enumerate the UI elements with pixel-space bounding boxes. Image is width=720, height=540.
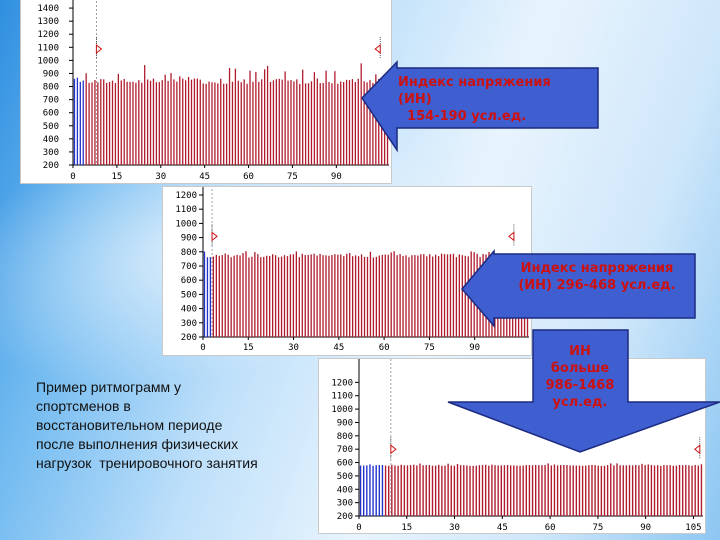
y-tick-label: 200 <box>181 333 197 343</box>
x-tick-label: 30 <box>155 172 166 182</box>
rhythmogram-chart-1: 200 300 400 500 600 700 800 900 1000 1100 1200 1300… <box>20 0 392 184</box>
y-tick-label: 800 <box>43 83 59 93</box>
y-tick-label: 500 <box>43 122 59 132</box>
x-tick-label: 60 <box>545 523 556 533</box>
y-tick-label: 1200 <box>175 191 197 201</box>
arrow-1-line-2: (ИН) <box>398 92 432 107</box>
arrow-3-line-4: усл.ед. <box>552 395 608 410</box>
x-tick-label: 105 <box>685 523 701 533</box>
start-marker-flag <box>211 231 218 242</box>
y-tick-label: 1200 <box>37 30 59 40</box>
arrow-3-line-3: 986-1468 <box>545 378 615 393</box>
y-tick-label: 1500 <box>37 0 59 1</box>
y-tick-label: 1200 <box>331 378 353 388</box>
caption-line-1: Пример ритмограмм у <box>36 379 182 395</box>
arrow-3-line-1: ИН <box>569 344 591 359</box>
arrow-1-line-1: Индекс напряжения <box>398 75 551 90</box>
x-tick-label: 90 <box>469 343 480 353</box>
x-tick-label: 60 <box>379 343 390 353</box>
y-tick-label: 300 <box>43 148 59 158</box>
y-tick-label: 700 <box>181 262 197 272</box>
y-tick-label: 800 <box>337 432 353 442</box>
rhythmogram-chart-3: 200 300 400 500 600 700 800 900 1000 1100 1200 0 15 3… <box>318 358 706 534</box>
caption-line-4: после выполнения физических <box>36 436 239 452</box>
end-marker-flag <box>374 43 381 55</box>
x-tick-label: 90 <box>640 523 651 533</box>
caption-line-2: спортсменов в <box>36 398 131 414</box>
x-tick-label: 90 <box>331 172 342 182</box>
x-tick-label: 45 <box>199 172 210 182</box>
y-tick-label: 200 <box>43 161 59 171</box>
x-tick-label: 30 <box>449 523 460 533</box>
caption-line-3: восстановительном периоде <box>36 417 223 433</box>
y-tick-label: 600 <box>337 459 353 469</box>
y-tick-label: 1400 <box>37 4 59 14</box>
y-tick-label: 800 <box>181 248 197 258</box>
rhythmogram-svg-3: 200 300 400 500 600 700 800 900 1000 1100 1200 0 15 3… <box>331 359 703 533</box>
arrow-3-line-2: больше <box>550 361 610 376</box>
y-tick-label: 1100 <box>175 205 197 215</box>
x-tick-label: 15 <box>111 172 122 182</box>
y-tick-label: 1300 <box>37 17 59 27</box>
x-tick-label: 45 <box>497 523 508 533</box>
x-tick-label: 0 <box>200 343 205 353</box>
x-tick-label: 30 <box>288 343 299 353</box>
x-tick-label: 60 <box>243 172 254 182</box>
y-tick-label: 1000 <box>37 56 59 66</box>
y-tick-label: 400 <box>337 485 353 495</box>
arrow-2-text: Индекс напряжения (ИН) 296-468 усл.ед. <box>497 260 697 294</box>
arrow-1-text: Индекс напряжения (ИН) 154-190 усл.ед. <box>398 74 598 125</box>
y-tick-label: 1000 <box>175 219 197 229</box>
x-tick-label: 75 <box>287 172 298 182</box>
end-marker-flag <box>508 231 515 242</box>
x-tick-label: 15 <box>401 523 412 533</box>
y-tick-label: 600 <box>181 276 197 286</box>
y-tick-label: 400 <box>181 305 197 315</box>
x-tick-label: 75 <box>592 523 603 533</box>
rhythmogram-svg-2: 200 300 400 500 600 700 800 900 1000 1100 1200 0 15 3… <box>175 187 529 353</box>
y-tick-label: 1000 <box>331 405 353 415</box>
arrow-3-text: ИН больше 986-1468 усл.ед. <box>530 343 630 411</box>
arrow-2-line-1: Индекс напряжения <box>520 261 674 276</box>
end-marker-flag <box>694 444 701 455</box>
x-tick-label: 15 <box>243 343 254 353</box>
arrow-2-line-2: (ИН) 296-468 усл.ед. <box>518 278 676 293</box>
x-tick-label: 0 <box>356 523 361 533</box>
start-marker-flag <box>95 43 103 55</box>
y-tick-label: 700 <box>337 445 353 455</box>
y-tick-label: 500 <box>337 472 353 482</box>
y-tick-label: 600 <box>43 109 59 119</box>
start-marker-flag <box>390 444 397 455</box>
y-tick-label: 700 <box>43 96 59 106</box>
caption-line-5: нагрузок тренировочного занятия <box>36 455 258 471</box>
x-tick-label: 0 <box>70 172 75 182</box>
y-tick-label: 900 <box>181 234 197 244</box>
x-tick-label: 75 <box>424 343 435 353</box>
y-tick-label: 400 <box>43 135 59 145</box>
rhythmogram-chart-2: 200 300 400 500 600 700 800 900 1000 1100 1200 0 15 3… <box>162 186 532 356</box>
y-tick-label: 900 <box>43 69 59 79</box>
y-tick-label: 1100 <box>37 43 59 53</box>
y-tick-label: 300 <box>337 499 353 509</box>
arrow-1-line-3: 154-190 усл.ед. <box>398 109 527 124</box>
y-tick-label: 900 <box>337 418 353 428</box>
y-tick-label: 1100 <box>331 392 353 402</box>
y-tick-label: 500 <box>181 290 197 300</box>
x-tick-label: 45 <box>333 343 344 353</box>
y-tick-label: 300 <box>181 319 197 329</box>
rhythmogram-svg-1: 2003004005006007008009001000110012001300… <box>37 0 389 182</box>
y-tick-label: 200 <box>337 512 353 522</box>
slide-caption: Пример ритмограмм у спортсменов в восста… <box>36 378 321 473</box>
